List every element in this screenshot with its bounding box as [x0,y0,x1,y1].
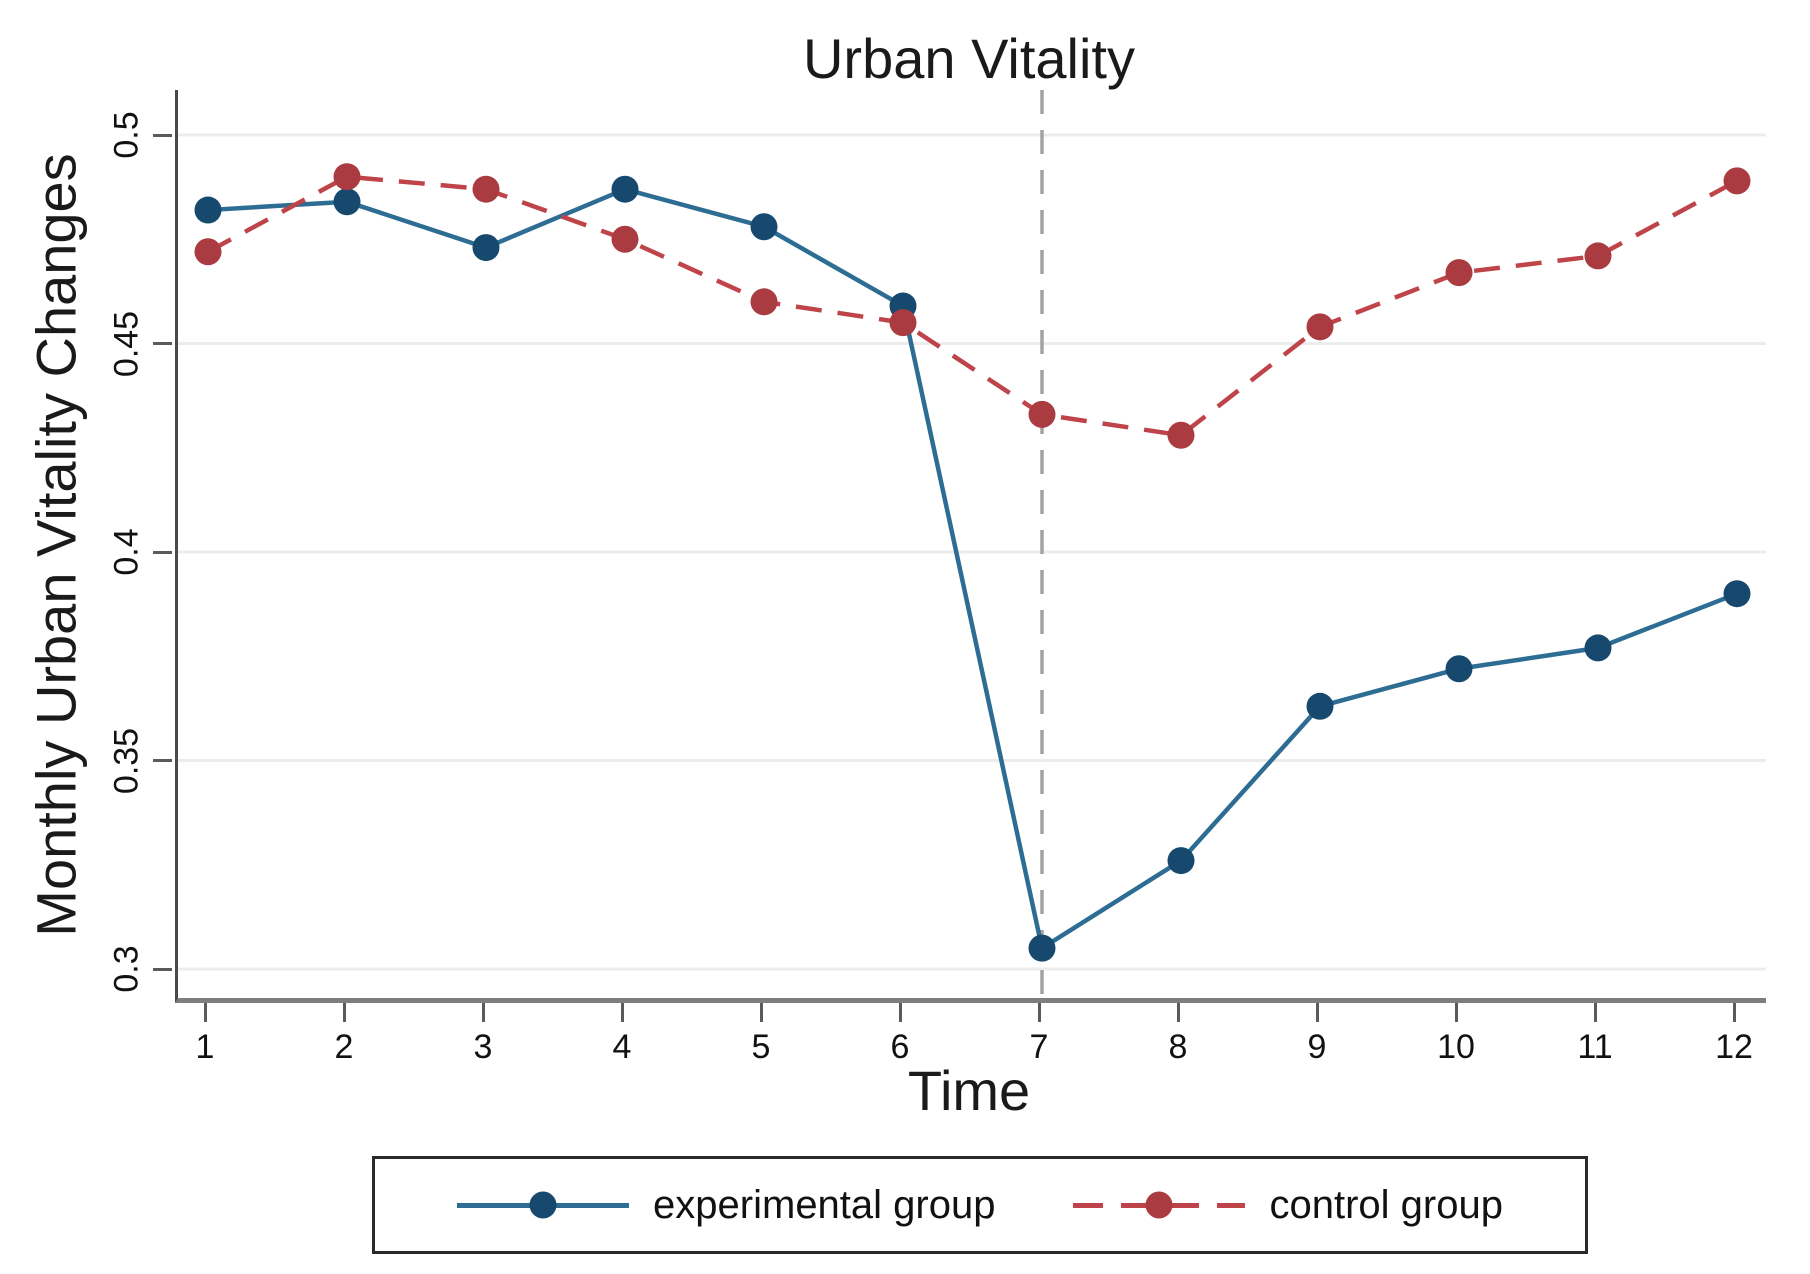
y-tick [153,967,172,971]
control-point [750,288,778,316]
experimental-point [333,188,361,216]
legend-label-control: control group [1269,1182,1503,1227]
x-tick-label: 2 [334,1028,354,1066]
experimental-point [194,196,222,224]
control-point [1306,313,1334,341]
y-tick-label: 0.45 [107,310,146,377]
x-tick-label: 1 [195,1028,215,1066]
x-tick-label: 6 [890,1028,910,1066]
x-tick [1732,1003,1736,1022]
experimental-marker-icon [529,1191,557,1219]
x-tick-label: 3 [473,1028,493,1066]
experimental-point [1306,692,1334,720]
experimental-point [1445,655,1473,683]
experimental-point [611,175,639,203]
y-tick [153,550,172,554]
experimental-point [750,213,778,241]
experimental-line [207,186,1738,952]
experimental-point [1584,634,1612,662]
y-tick-label: 0.35 [107,727,146,794]
y-tick-label: 0.3 [107,945,146,993]
x-tick [203,1003,207,1022]
y-tick [153,133,172,137]
chart-title: Urban Vitality [802,27,1135,90]
control-point [1028,400,1056,428]
y-tick-label: 0.5 [107,111,146,159]
control-line-swatch [1073,1191,1246,1219]
y-tick-label: 0.4 [107,528,146,576]
control-point [1584,242,1612,270]
control-point [1445,259,1473,287]
experimental-line-swatch [457,1191,630,1219]
x-axis-label: Time [907,1059,1031,1122]
x-tick [620,1003,624,1022]
x-tick [342,1003,346,1022]
x-tick-label: 4 [612,1028,632,1066]
control-marker-icon [1145,1191,1173,1219]
x-tick [1593,1003,1597,1022]
legend: experimental group control group [372,1156,1588,1254]
x-tick [1315,1003,1319,1022]
x-tick [1037,1003,1041,1022]
control-point [1167,421,1195,449]
control-point [333,163,361,191]
x-tick [898,1003,902,1022]
control-point [611,225,639,253]
control-line [206,174,1739,438]
y-tick [153,759,172,762]
control-point [472,175,500,203]
x-tick-label: 9 [1307,1028,1327,1066]
x-tick-label: 11 [1577,1028,1613,1066]
x-tick [1454,1003,1458,1022]
x-tick-label: 7 [1029,1028,1049,1066]
experimental-point [472,234,500,262]
x-tick-label: 5 [751,1028,771,1066]
experimental-point [1723,580,1751,608]
x-tick-label: 8 [1168,1028,1188,1066]
experimental-point [1167,847,1195,875]
experimental-point [1028,934,1056,962]
x-tick [481,1003,485,1022]
x-tick [759,1003,763,1022]
control-point [1723,167,1751,195]
y-tick [153,342,172,345]
x-tick [1176,1003,1180,1022]
control-point [194,238,222,266]
plot-canvas [178,90,1766,998]
plot-area [175,90,1766,1003]
legend-label-experimental: experimental group [653,1182,996,1227]
y-axis-label: Monthly Urban Vitality Changes [24,153,88,937]
legend-item-experimental: experimental group [457,1183,995,1228]
legend-item-control: control group [1073,1182,1503,1228]
x-tick-label: 12 [1715,1028,1753,1066]
x-tick-label: 10 [1437,1028,1475,1066]
control-point [889,309,917,337]
